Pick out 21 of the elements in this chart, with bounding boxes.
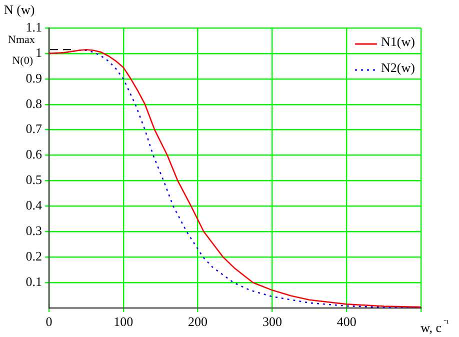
y-tick-label: 0.4 [26,198,42,213]
y-tick-label: 0.9 [26,70,42,86]
y-tick-label: 0.3 [26,223,42,238]
ref-line-label: Nmax [8,34,36,46]
x-tick-label: 300 [262,314,282,330]
y-tick-label: 0.8 [26,96,42,111]
y-tick-label: 0.5 [26,172,42,188]
y-axis-title: N (w) [4,2,35,17]
legend-label: N2(w) [381,60,415,75]
x-tick-label: 100 [114,314,134,330]
y-tick-label: 1.1 [26,19,42,34]
y-tick-label: 1 [36,44,42,60]
y-tick-label: 0.1 [26,274,42,289]
annotation: N(0) [12,54,34,67]
y-tick-label: 0.6 [26,146,42,162]
x-tick-label: 400 [336,314,356,330]
x-tick-label: 200 [188,314,208,330]
y-tick-label: 0.2 [26,248,42,264]
y-tick-label: 0.7 [26,121,42,136]
x-tick-label: 0 [46,314,52,330]
legend-label: N1(w) [381,34,415,49]
